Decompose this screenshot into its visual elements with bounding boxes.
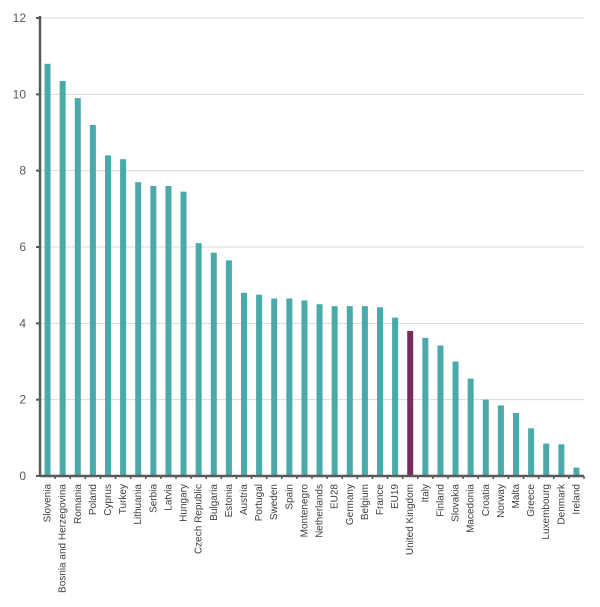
bar [180, 191, 187, 477]
gridlines [40, 17, 584, 401]
bar [286, 298, 293, 476]
bar [573, 467, 580, 476]
x-tick-label: Italy [420, 484, 431, 502]
x-tick-label: Poland [88, 484, 99, 515]
x-tick-label: Finland [435, 484, 446, 517]
y-tick-label: 10 [13, 87, 27, 101]
bar [165, 185, 172, 476]
bar [467, 378, 474, 476]
x-tick-label: Hungary [179, 484, 190, 522]
x-tick-label: France [375, 484, 386, 516]
x-tick-label: Montenegro [299, 484, 310, 538]
x-tick-label: Portugal [254, 484, 265, 521]
y-tick-label: 6 [19, 240, 26, 254]
x-tick-label: Estonia [224, 484, 235, 518]
x-tick-label: Slovenia [43, 484, 54, 523]
x-tick-label: Norway [496, 484, 507, 518]
x-tick-label: EU19 [390, 484, 401, 509]
bar [271, 298, 278, 476]
bar [256, 294, 263, 476]
x-tick-label: Romania [73, 484, 84, 524]
bar [407, 330, 414, 476]
bar [150, 185, 157, 476]
x-tick-label: Czech Republic [194, 484, 205, 554]
x-tick-label: Netherlands [315, 484, 326, 538]
bar [301, 300, 308, 476]
bar [316, 304, 323, 476]
bar [392, 317, 399, 476]
x-tick-label: United Kingdom [405, 484, 416, 555]
bar [437, 345, 444, 476]
bar [44, 63, 51, 477]
x-tick-label: Germany [345, 484, 356, 525]
x-tick-label: Bosnia and Herzegovina [58, 484, 69, 593]
y-tick-label: 2 [19, 393, 26, 407]
x-tick-label: Cyprus [103, 484, 114, 516]
bar [225, 260, 232, 476]
bar [195, 243, 202, 476]
bar [497, 405, 504, 476]
x-tick-label: Macedonia [466, 484, 477, 533]
x-tick-label: Bulgaria [209, 484, 220, 521]
y-tick-label: 8 [19, 164, 26, 178]
y-tick-label: 0 [19, 469, 26, 483]
y-tick-label: 4 [19, 316, 26, 330]
bar [135, 182, 142, 476]
bar [74, 98, 81, 477]
x-tick-label: Denmark [556, 483, 567, 525]
y-axis-ticks: 0 2 4 6 8 10 12 [13, 11, 40, 483]
x-tick-label: Malta [511, 484, 522, 509]
x-tick-label: Spain [284, 484, 295, 510]
bar [361, 306, 368, 476]
bar [452, 361, 459, 476]
x-tick-label: Latvia [163, 484, 174, 511]
x-tick-label: Austria [239, 484, 250, 516]
y-tick-label: 12 [13, 11, 27, 25]
x-tick-label: Lithuania [133, 484, 144, 525]
x-tick-label: Sweden [269, 484, 280, 520]
bar [210, 252, 217, 476]
x-tick-label: EU28 [330, 484, 341, 509]
bar [105, 155, 111, 476]
x-axis-labels: Slovenia Bosnia and Herzegovina Romania Pol… [43, 476, 585, 593]
bar [346, 306, 353, 476]
x-tick-label: Luxembourg [541, 484, 552, 540]
bar [241, 292, 247, 476]
bar [528, 428, 535, 476]
bar [558, 444, 565, 476]
bar [377, 307, 383, 476]
x-tick-label: Serbia [148, 484, 159, 513]
bar [422, 337, 429, 476]
x-tick-label: Croatia [481, 484, 492, 517]
x-tick-label: Ireland [571, 484, 582, 515]
bar [331, 306, 338, 476]
x-tick-label: Belgium [360, 484, 371, 520]
bar [513, 413, 519, 476]
x-tick-label: Turkey [118, 484, 129, 514]
bar [482, 399, 489, 476]
bar [59, 80, 66, 476]
bar [543, 443, 550, 476]
x-tick-label: Greece [526, 484, 537, 517]
bar [89, 124, 96, 476]
x-tick-label: Slovakia [451, 484, 462, 522]
bars [44, 63, 580, 477]
bar [120, 159, 127, 476]
